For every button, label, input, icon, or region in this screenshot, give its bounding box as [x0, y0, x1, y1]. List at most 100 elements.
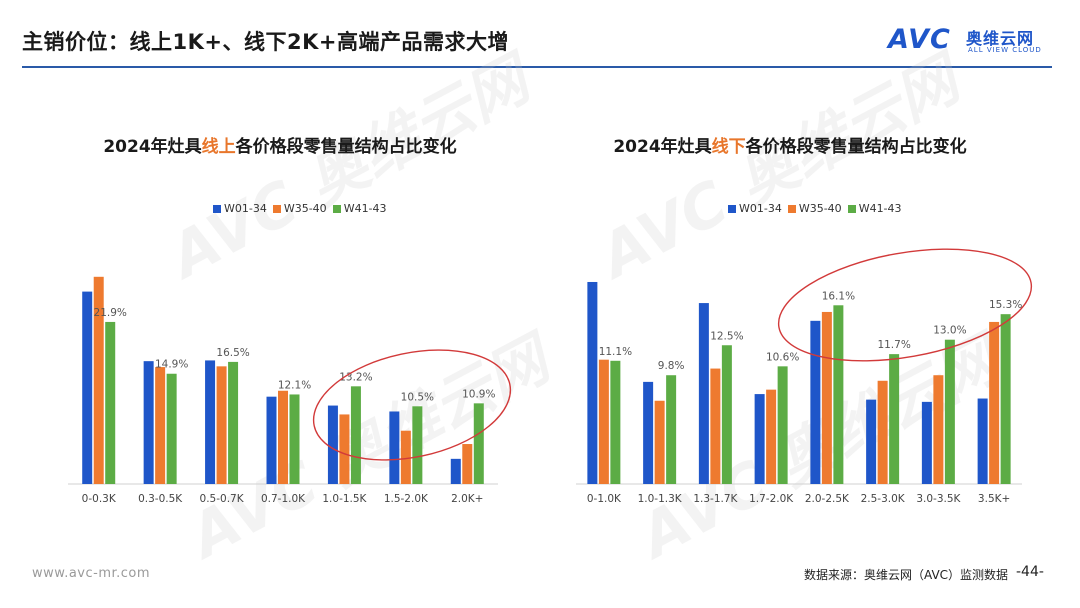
x-tick-label: 0-0.3K — [82, 493, 117, 505]
chart-title-highlight: 线上 — [201, 137, 236, 157]
legend-swatch — [728, 204, 736, 213]
legend-label: W41-43 — [858, 202, 902, 215]
data-label: 13.0% — [933, 325, 966, 337]
x-tick-label: 1.0-1.3K — [638, 493, 683, 505]
chart-title-online: 2024年灶具线上各价格段零售量结构占比变化 — [30, 132, 530, 157]
bar-w35-40 — [278, 390, 288, 484]
chart-legend-offline: W01-34 W35-40 W41-43 — [728, 202, 902, 215]
x-tick-label: 2.0-2.5K — [805, 493, 850, 505]
bar-w01-34 — [866, 399, 877, 484]
x-tick-label: 0.7-1.0K — [261, 493, 306, 505]
data-label: 15.3% — [989, 299, 1022, 311]
logo-cn-text: 奥维云网 — [966, 29, 1035, 48]
footer-url: www.avc-mr.com — [32, 566, 151, 581]
x-tick-label: 0-1.0K — [587, 493, 622, 505]
bar-w35-40 — [598, 359, 609, 484]
highlight-ellipse — [312, 349, 512, 461]
data-label: 12.1% — [278, 379, 311, 391]
legend-item: W41-43 — [847, 202, 902, 215]
data-label: 10.9% — [462, 388, 495, 400]
legend-swatch — [213, 204, 221, 213]
chart-legend-online: W01-34 W35-40 W41-43 — [213, 202, 387, 215]
bar-w01-34 — [698, 303, 709, 484]
legend-swatch — [332, 204, 341, 213]
bar-w35-40 — [989, 321, 1000, 484]
bar-w01-34 — [266, 396, 277, 484]
bar-w35-40 — [654, 400, 665, 484]
bar-w01-34 — [977, 398, 988, 484]
legend-swatch — [847, 204, 856, 213]
bar-w01-34 — [450, 458, 461, 484]
bar-w41-43 — [666, 375, 677, 484]
bar-w41-43 — [105, 321, 116, 484]
bar-w41-43 — [944, 339, 955, 484]
data-label: 14.9% — [155, 359, 188, 371]
chart-title-pre: 2024年灶具 — [103, 137, 202, 157]
bar-w41-43 — [833, 305, 844, 484]
legend-label: W01-34 — [739, 202, 782, 215]
data-label: 11.7% — [877, 339, 910, 351]
bar-w41-43 — [1000, 314, 1011, 484]
page-title: 主销价位：线上1K+、线下2K+高端产品需求大增 — [22, 30, 509, 54]
bar-w01-34 — [327, 405, 338, 484]
bar-w01-34 — [643, 381, 654, 484]
bar-w01-34 — [205, 360, 216, 484]
data-label: 21.9% — [94, 307, 127, 319]
x-tick-label: 2.0K+ — [451, 493, 483, 505]
logo-mark: AVC — [888, 24, 951, 55]
data-label: 16.1% — [822, 290, 855, 302]
x-tick-label: 0.5-0.7K — [200, 493, 245, 505]
bar-w01-34 — [82, 291, 93, 484]
bar-w41-43 — [228, 361, 239, 484]
x-tick-label: 3.0-3.5K — [916, 493, 961, 505]
bar-w35-40 — [933, 375, 944, 484]
chart-title-offline: 2024年灶具线下各价格段零售量结构占比变化 — [540, 132, 1040, 157]
legend-label: W35-40 — [283, 202, 327, 215]
bar-w01-34 — [810, 320, 821, 484]
bar-w41-43 — [777, 366, 788, 484]
chart-title-post: 各价格段零售量结构占比变化 — [745, 137, 967, 157]
legend-label: W35-40 — [798, 202, 842, 215]
data-label: 11.1% — [599, 346, 632, 358]
x-tick-label: 1.7-2.0K — [749, 493, 794, 505]
bar-w41-43 — [166, 373, 177, 484]
data-source: 数据来源：奥维云网（AVC）监测数据 — [804, 568, 1009, 582]
bar-w35-40 — [710, 368, 721, 484]
x-tick-label: 1.5-2.0K — [384, 493, 429, 505]
bar-w35-40 — [821, 311, 832, 484]
x-tick-label: 0.3-0.5K — [138, 493, 183, 505]
legend-label: W01-34 — [224, 202, 267, 215]
data-label: 10.6% — [766, 351, 799, 363]
legend-item: W41-43 — [332, 202, 387, 215]
logo-en-text: ALL VIEW CLOUD — [968, 46, 1042, 54]
avc-logo: AVC 奥维云网 ALL VIEW CLOUD — [888, 22, 1058, 58]
x-tick-label: 1.0-1.5K — [322, 493, 367, 505]
legend-label: W41-43 — [343, 202, 387, 215]
x-tick-label: 1.3-1.7K — [693, 493, 738, 505]
bar-w01-34 — [143, 361, 154, 484]
bar-w41-43 — [610, 360, 621, 484]
bar-w01-34 — [921, 401, 932, 484]
chart-title-highlight: 线下 — [711, 137, 746, 157]
bar-w41-43 — [721, 345, 732, 484]
bar-w35-40 — [93, 276, 104, 484]
bar-w41-43 — [473, 403, 484, 484]
x-tick-label: 3.5K+ — [978, 493, 1010, 505]
data-label: 10.5% — [401, 391, 434, 403]
legend-swatch — [787, 204, 796, 213]
bar-w41-43 — [889, 354, 900, 484]
bar-w41-43 — [412, 406, 423, 484]
data-label: 12.5% — [710, 330, 743, 342]
bar-w01-34 — [754, 394, 765, 484]
legend-item: W35-40 — [272, 202, 327, 215]
x-tick-label: 2.5-3.0K — [861, 493, 906, 505]
bar-w35-40 — [155, 367, 166, 484]
page-number: -44- — [1016, 564, 1044, 580]
bar-w41-43 — [350, 386, 361, 484]
bar-w35-40 — [339, 414, 350, 484]
legend-swatch — [272, 204, 281, 213]
data-label: 9.8% — [658, 360, 685, 372]
bar-w01-34 — [587, 281, 598, 484]
bar-w35-40 — [400, 430, 411, 484]
